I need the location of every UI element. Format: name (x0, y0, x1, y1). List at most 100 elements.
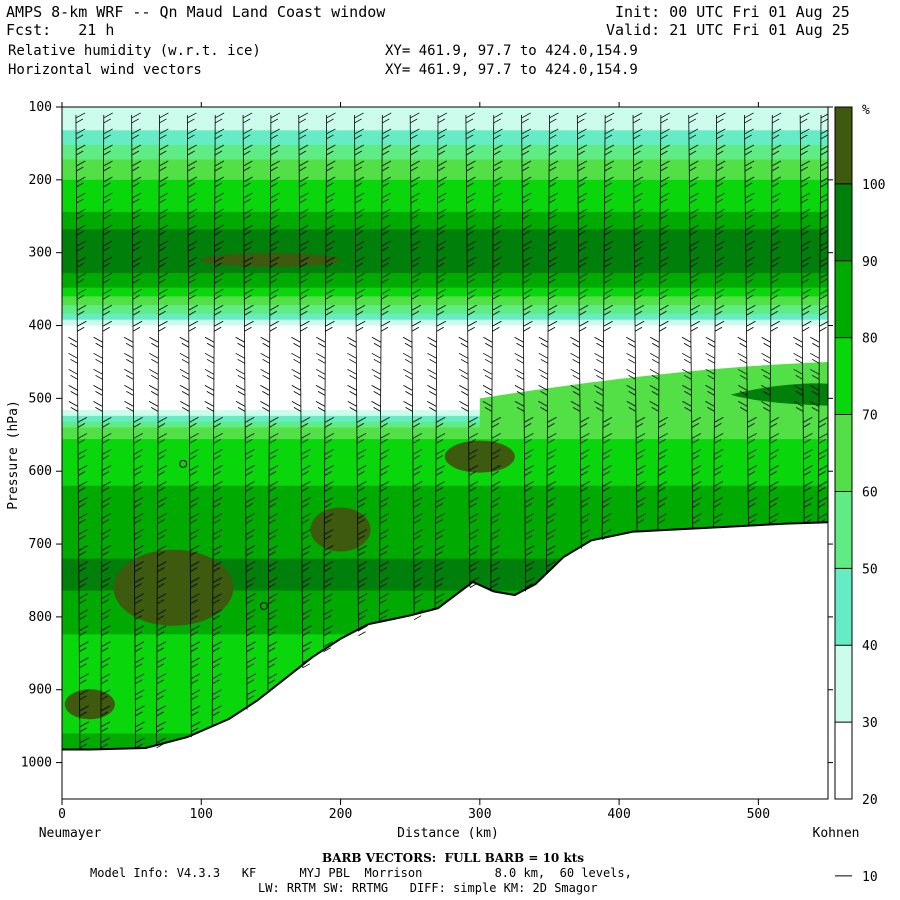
rh-band (62, 194, 828, 198)
colorbar-segment (835, 568, 852, 646)
rh-band (62, 421, 828, 426)
rh-band (62, 130, 828, 134)
rh-band (62, 203, 828, 207)
rh-band (62, 433, 828, 437)
rh-band (62, 541, 828, 545)
colorbar-segment (835, 337, 852, 415)
colorbar-segment (835, 645, 852, 723)
rh-band (62, 246, 828, 251)
wind-barb-staff (546, 114, 550, 571)
rh-band (62, 468, 828, 472)
wind-barb-flags (538, 112, 559, 572)
colorbar-tick-label: 90 (862, 255, 878, 270)
wind-barb-staff (465, 114, 471, 588)
rh-band (62, 497, 828, 501)
colorbar: 100 90 80 70 60 50 40 30 20 10 (834, 106, 885, 885)
rh-band (62, 232, 828, 236)
rh-band (62, 223, 828, 228)
wind-barb-staff (323, 114, 328, 648)
wind-barb-staff (267, 114, 272, 690)
rh-band (62, 211, 828, 216)
xy-range-2: XY= 461.9, 97.7 to 424.0,154.9 (385, 62, 638, 78)
rh-band (62, 275, 828, 280)
rh-band (62, 503, 828, 507)
rh-band (62, 526, 828, 531)
rh-band (62, 243, 828, 248)
rh-band (62, 310, 828, 315)
wind-barb-staff (490, 114, 495, 592)
rh-band (62, 144, 828, 149)
rh-band (62, 500, 828, 504)
rh-patch (200, 252, 341, 267)
rh-band (62, 208, 828, 213)
wind-barb-flags (809, 113, 828, 524)
wind-barb-staff (657, 114, 662, 531)
rh-band (62, 299, 828, 303)
rh-band (62, 147, 828, 152)
wind-barb-flags (123, 112, 145, 749)
wind-barb-flags (371, 112, 392, 621)
wind-barb-flags (737, 112, 758, 524)
rh-band (62, 267, 828, 271)
wind-barb-flags (760, 112, 782, 524)
rh-band (62, 590, 828, 595)
wind-barb-staff (242, 114, 248, 710)
wind-barb-flags (593, 112, 615, 540)
rh-band (62, 377, 828, 382)
x-axis: 0 100 200 300 400 500 (58, 102, 770, 822)
y-tick-label: 1000 (21, 756, 52, 771)
wind-barb-flags (93, 112, 113, 749)
wind-barb-staff (713, 114, 717, 528)
rh-band (62, 168, 828, 172)
rh-band (62, 366, 828, 370)
wind-barb-flags (793, 112, 814, 524)
rh-band (62, 284, 828, 289)
rh-band (62, 191, 828, 196)
rh-band (62, 410, 828, 414)
wind-barb-staff (298, 114, 304, 668)
wind-barb-staff (768, 114, 773, 525)
rh-band (62, 436, 828, 440)
rh-band (62, 430, 828, 434)
rh-band (62, 328, 828, 332)
rh-band (62, 127, 828, 131)
rh-band (62, 514, 828, 519)
rh-band (62, 124, 828, 128)
rh-band (62, 369, 828, 373)
x-left-endpoint: Neumayer (39, 826, 102, 841)
rh-band (62, 407, 828, 411)
rh-band (62, 107, 828, 111)
wind-barb-flags (291, 112, 312, 669)
y-tick-label: 400 (29, 319, 52, 334)
rh-band (62, 535, 828, 539)
colorbar-segment (835, 722, 852, 799)
model-info-line2: LW: RRTM SW: RRTMG DIFF: simple KM: 2D S… (258, 881, 598, 895)
rh-band (62, 389, 828, 394)
rh-band (62, 156, 828, 161)
rh-band (62, 593, 828, 598)
field-name-rh: Relative humidity (w.r.t. ice) (8, 43, 261, 59)
rh-band (62, 258, 828, 263)
rh-patch (730, 383, 828, 406)
rh-band (62, 360, 828, 365)
rh-band (62, 162, 828, 166)
wind-barb-flags (458, 112, 480, 589)
rh-band (62, 340, 828, 344)
rh-band (62, 302, 828, 306)
y-tick-label: 100 (29, 100, 52, 115)
rh-band (62, 112, 828, 117)
rh-band (62, 517, 828, 522)
colorbar-segment (835, 260, 852, 338)
chart-title: AMPS 8-km WRF -- Qn Maud Land Coast wind… (6, 3, 386, 21)
x-tick-label: 500 (747, 807, 770, 822)
wind-barb-flags (514, 112, 535, 589)
rh-band (62, 115, 828, 120)
rh-band (62, 462, 828, 466)
rh-band (62, 375, 828, 379)
rh-band (62, 395, 828, 399)
rh-band (62, 179, 828, 184)
rh-band (62, 325, 828, 330)
rh-band (62, 439, 828, 443)
wind-barb-flags (427, 112, 448, 605)
